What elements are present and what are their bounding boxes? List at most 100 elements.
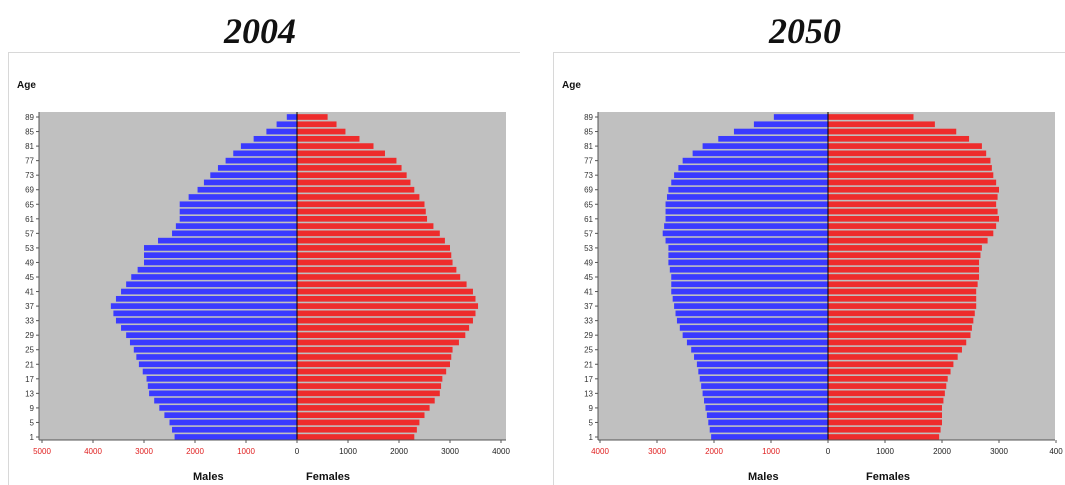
y-tick-label: 25	[25, 346, 34, 355]
male-bar	[668, 252, 828, 259]
male-bar	[188, 194, 297, 200]
y-tick-label: 85	[584, 128, 593, 137]
female-bar	[828, 143, 982, 149]
female-bar	[828, 426, 941, 433]
female-bar	[828, 165, 992, 171]
female-bar	[828, 172, 994, 179]
y-tick-label: 29	[584, 331, 593, 340]
male-bar	[210, 172, 297, 179]
female-bar	[828, 259, 980, 266]
y-tick-label: 1	[589, 433, 594, 442]
female-bar	[828, 354, 958, 360]
female-bar	[297, 434, 415, 440]
x-tick-label-left: 3000	[648, 447, 666, 456]
pyramid-chart-2004: 1 5 9 13 17 21 25 29 33 37 41 45 49 53 57 61 65 69 73 77 81 8…	[25, 112, 510, 456]
female-bar	[828, 383, 947, 389]
female-bar	[828, 412, 942, 419]
male-bar	[701, 383, 828, 389]
male-bar	[671, 281, 828, 288]
female-bar	[828, 317, 974, 324]
male-bar	[110, 303, 297, 309]
female-bar	[297, 368, 447, 375]
male-bar	[240, 143, 297, 149]
y-tick-label: 69	[584, 186, 593, 195]
female-bar	[297, 375, 443, 382]
y-tick-label: 9	[589, 404, 594, 413]
female-bar	[297, 390, 440, 397]
x-tick-label-left: 5000	[33, 447, 51, 456]
y-tick-label: 17	[25, 375, 34, 384]
male-bar	[169, 419, 297, 426]
y-tick-label: 29	[25, 331, 34, 340]
male-bar	[276, 121, 297, 128]
y-tick-label: 37	[584, 302, 593, 311]
female-bar	[297, 208, 426, 215]
male-bar	[753, 121, 828, 128]
male-bar	[671, 288, 828, 295]
x-tick-label-right: 400	[1049, 447, 1063, 456]
female-bar	[297, 281, 467, 288]
male-bar	[203, 179, 297, 186]
male-bar	[682, 332, 828, 339]
female-bar	[828, 274, 980, 280]
y-tick-label: 65	[584, 200, 593, 209]
male-bar	[699, 375, 828, 382]
x-tick-label-left: 1000	[762, 447, 780, 456]
male-bar	[126, 332, 298, 339]
female-bar	[828, 194, 998, 200]
female-bar	[828, 397, 944, 404]
y-tick-label: 89	[584, 113, 593, 122]
y-tick-label: 61	[25, 215, 34, 224]
x-tick-label-left: 4000	[591, 447, 609, 456]
male-bar	[665, 201, 828, 208]
y-tick-label: 21	[584, 360, 593, 369]
female-bar	[297, 259, 453, 266]
female-bar	[828, 245, 982, 251]
male-bar	[113, 310, 298, 317]
female-bar	[828, 390, 945, 397]
female-bar	[297, 295, 476, 302]
y-tick-label: 41	[25, 288, 34, 297]
male-bar	[253, 135, 297, 142]
female-bar	[297, 303, 479, 309]
female-bar	[297, 397, 435, 404]
x-tick-label-right: 3000	[441, 447, 459, 456]
female-bar	[297, 165, 402, 171]
females-label: Females	[306, 471, 351, 483]
female-bar	[297, 361, 450, 368]
male-bar	[197, 186, 297, 193]
female-bar	[297, 317, 473, 324]
male-bar	[679, 325, 828, 331]
male-bar	[682, 157, 828, 164]
female-bar	[297, 252, 452, 259]
male-bar	[154, 397, 297, 404]
y-tick-label: 17	[584, 375, 593, 384]
y-axis-label: Age	[562, 80, 581, 91]
x-tick-label-right: 3000	[990, 447, 1008, 456]
male-bar	[704, 397, 828, 404]
males-label: Males	[748, 471, 779, 483]
male-bar	[705, 405, 828, 411]
x-tick-label-left: 2000	[705, 447, 723, 456]
y-tick-label: 69	[25, 186, 34, 195]
male-bar	[179, 215, 297, 222]
chart-title: 2004	[224, 11, 296, 51]
male-bar	[676, 317, 828, 324]
x-tick-label-left: 3000	[135, 447, 153, 456]
y-tick-label: 45	[584, 273, 593, 282]
female-bar	[297, 157, 397, 164]
female-bar	[828, 346, 962, 353]
female-bar	[828, 310, 975, 317]
female-bar	[828, 266, 980, 273]
female-bar	[828, 434, 940, 440]
male-bar	[129, 339, 297, 346]
female-bar	[828, 114, 914, 120]
male-bar	[144, 245, 297, 251]
female-bar	[828, 135, 970, 142]
x-tick-label-right: 0	[295, 447, 300, 456]
male-bar	[718, 135, 828, 142]
male-bar	[669, 266, 828, 273]
male-bar	[666, 194, 828, 200]
x-tick-label-right: 0	[826, 447, 831, 456]
male-bar	[692, 150, 828, 157]
